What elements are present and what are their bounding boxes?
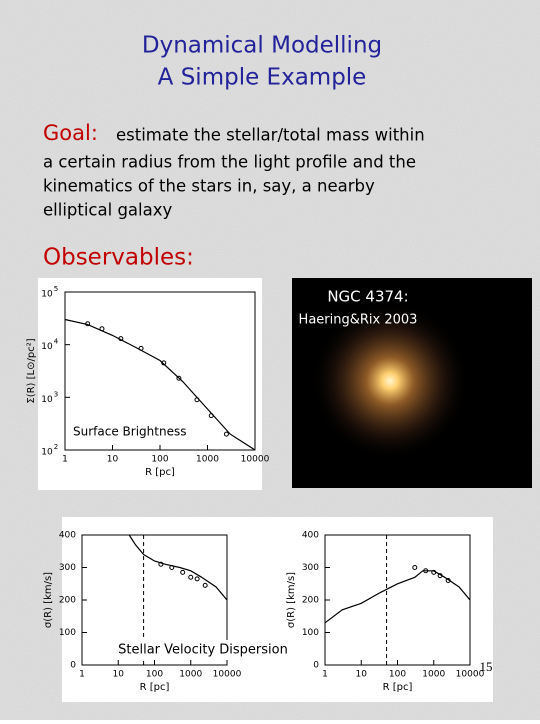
x-tick-label: 10000 [456,670,485,680]
x-tick-label: 1000 [179,670,202,680]
observed-point [208,413,214,419]
x-tick-label: 100 [151,455,168,465]
goal-text: estimate the stellar/total mass within [116,126,425,145]
observed-point [118,336,124,342]
y-tick-label: 0 [313,661,319,671]
image-credit: Haering&Rix 2003 [299,313,418,328]
goal-text: kinematics of the stars in, say, a nearb… [43,177,375,196]
observed-point [161,360,167,366]
x-tick-label: 10 [107,455,119,465]
velocity-plot: 1 10 100 1000 10000 0 100 200 300 400 R [pc] σ(R) [… [286,531,485,694]
goal-label: Goal: [43,121,98,145]
observed-point [445,578,451,583]
observed-point [412,565,418,570]
label-background [100,640,307,660]
x-axis-label: R [pc] [145,467,175,478]
y-tick-label: 10 [41,395,53,405]
page-number: 15 [480,659,493,674]
observed-point [85,321,91,327]
plot-label: Stellar Velocity Dispersion [118,643,288,658]
x-axis-label: R [pc] [140,682,170,693]
y-axis-label: σ(R) [km/s] [286,572,297,628]
y-tick-exponent: 5 [54,285,58,293]
title: Dynamical Modelling [142,33,382,59]
observed-point [158,561,164,567]
y-tick-label: 400 [302,531,319,541]
observed-point [194,397,200,403]
model-curve [324,570,471,624]
model-curve [64,318,256,451]
x-tick-label: 1 [62,455,68,465]
y-tick-label: 100 [59,628,76,638]
observed-point [188,574,194,580]
y-tick-label: 0 [70,661,76,671]
y-tick-label: 200 [302,596,319,606]
title: A Simple Example [158,65,367,91]
y-tick-label: 300 [59,563,76,573]
y-tick-label: 100 [302,628,319,638]
plot-panel [38,278,262,490]
galaxy [310,301,470,461]
goal-text: a certain radius from the light profile … [43,153,416,172]
observed-point [437,573,443,579]
y-axis-label: σ(R) [km/s] [43,572,54,628]
observed-point [176,375,182,381]
x-tick-label: 10 [356,670,368,680]
observed-point [423,568,429,574]
plot-panel [62,517,493,702]
x-tick-label: 1000 [196,455,219,465]
x-tick-label: 100 [146,670,163,680]
x-tick-label: 100 [389,670,406,680]
observed-point [169,565,175,570]
observed-point [180,569,186,575]
x-tick-label: 1000 [422,670,445,680]
section-heading: Observables: [43,245,194,271]
y-tick-exponent: 4 [54,338,59,346]
y-tick-label: 300 [302,563,319,573]
y-tick-label: 400 [59,531,76,541]
observed-point [194,576,200,582]
x-tick-label: 10 [113,670,125,680]
observed-point [138,345,144,351]
plot-label: Surface Brightness [73,425,186,439]
y-tick-label: 10 [41,342,53,352]
y-tick-exponent: 2 [54,443,58,451]
x-tick-label: 1 [322,670,328,680]
x-tick-label: 10000 [213,670,242,680]
goal-lines: a certain radius from the light profile … [43,153,416,220]
velocity-plot: 1 10 100 1000 10000 0 100 200 300 400 R [pc] σ(R) [… [43,531,242,694]
y-tick-exponent: 3 [54,390,58,398]
observed-point [431,569,437,575]
observed-point [223,431,229,437]
image-caption: NGC 4374: [327,288,408,306]
observed-point [202,582,208,588]
y-tick-label: 10 [41,448,53,458]
y-tick-label: 200 [59,596,76,606]
x-tick-label: 10000 [241,455,270,465]
x-axis-label: R [pc] [383,682,413,693]
goal-text: elliptical galaxy [43,201,172,220]
observed-point [99,326,105,332]
y-axis-label: Σ(R) [L⊙/pc²] [26,338,37,403]
y-tick-label: 10 [41,290,53,300]
x-tick-label: 1 [79,670,85,680]
